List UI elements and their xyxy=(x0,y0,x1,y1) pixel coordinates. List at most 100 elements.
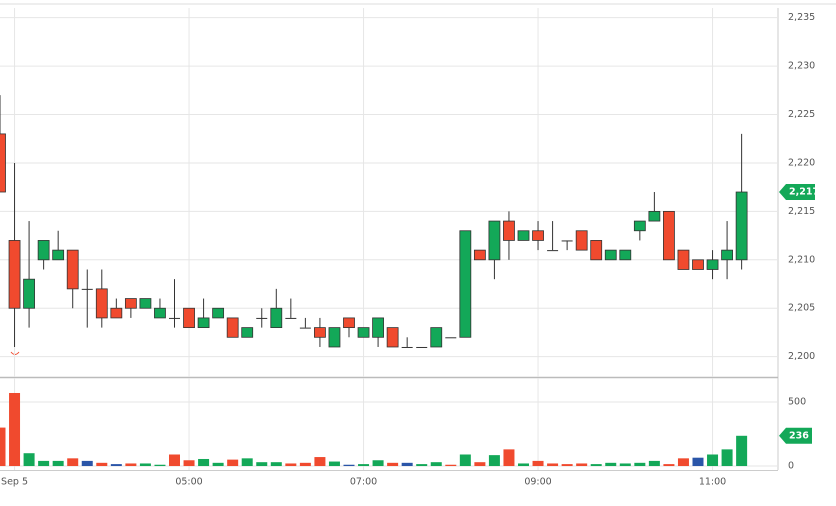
candle-body xyxy=(226,317,239,338)
volume-bar xyxy=(474,462,486,467)
candle-body xyxy=(575,230,588,251)
volume-bar xyxy=(401,462,413,467)
price-tag xyxy=(779,184,815,201)
candle-body xyxy=(328,327,341,348)
candle-body xyxy=(416,346,428,348)
volume-bar xyxy=(547,463,559,467)
candle-body xyxy=(445,337,457,339)
x-tick-label: 05:00 xyxy=(175,477,202,488)
candle-body xyxy=(285,317,297,319)
candle-body xyxy=(473,249,486,261)
volume-tag-label: 236 xyxy=(789,430,809,441)
volume-bar xyxy=(241,458,253,467)
volume-bar xyxy=(169,454,180,467)
volume-bar xyxy=(721,449,733,467)
volume-bar xyxy=(663,464,675,467)
candle-body xyxy=(503,220,515,241)
candle-body xyxy=(532,230,544,241)
volume-bar xyxy=(634,462,646,467)
y-tick-label: 2,215 xyxy=(788,206,815,217)
candle-body xyxy=(547,250,559,252)
candle-body xyxy=(197,317,210,329)
candle-body xyxy=(66,249,79,290)
volume-tick-label: 0 xyxy=(788,461,794,472)
candle-body xyxy=(372,317,384,338)
volume-bar xyxy=(590,464,602,467)
candle-body xyxy=(110,307,123,319)
candle-body xyxy=(8,240,21,309)
candle-body xyxy=(343,317,355,329)
volume-bar xyxy=(387,462,399,467)
candle-body xyxy=(81,288,93,290)
candle-body xyxy=(692,259,704,270)
candle-body xyxy=(256,317,268,319)
candle-body xyxy=(604,249,617,261)
y-tick-label: 2,235 xyxy=(788,12,815,23)
volume-bar xyxy=(459,454,471,467)
candle-body xyxy=(459,230,472,338)
candle-body xyxy=(561,240,573,242)
candle-body xyxy=(430,327,443,348)
volume-bar xyxy=(605,462,617,467)
y-tick-label: 2,210 xyxy=(788,254,815,265)
y-tick-label: 2,200 xyxy=(788,351,815,362)
candle-body xyxy=(154,307,166,319)
volume-bar xyxy=(96,462,108,467)
candle-body xyxy=(139,298,152,309)
candle-body xyxy=(299,327,311,329)
x-tick-label: 09:00 xyxy=(524,477,551,488)
volume-bar xyxy=(81,460,93,467)
candle-body xyxy=(735,191,748,261)
candle-body xyxy=(706,259,719,270)
volume-bar xyxy=(372,460,384,467)
candle-body xyxy=(517,230,530,241)
candle-body xyxy=(23,278,35,309)
candle-body xyxy=(52,249,65,261)
volume-bar xyxy=(139,463,151,467)
volume-bar xyxy=(692,457,704,467)
candle-body xyxy=(663,210,675,261)
volume-bar xyxy=(183,460,195,467)
volume-bar xyxy=(38,460,50,467)
candle-body xyxy=(619,249,632,261)
volume-bar xyxy=(736,435,748,467)
candle-body xyxy=(183,307,195,329)
volume-bar xyxy=(619,463,631,467)
candle-body xyxy=(633,220,646,232)
volume-bar xyxy=(67,458,79,467)
candle-body xyxy=(386,327,399,348)
volume-bar xyxy=(328,461,340,467)
candle-body xyxy=(590,240,603,261)
volume-bar xyxy=(0,427,6,467)
y-tick-label: 2,230 xyxy=(788,61,815,72)
candle-body xyxy=(212,307,225,319)
candle-body xyxy=(401,346,413,348)
volume-bar xyxy=(198,458,210,467)
x-tick-label: 07:00 xyxy=(350,477,377,488)
y-tick-label: 2,220 xyxy=(788,157,815,168)
candle-body xyxy=(270,307,283,329)
candle-body xyxy=(37,240,50,261)
volume-tick-label: 500 xyxy=(788,396,806,407)
candle-body xyxy=(95,288,108,319)
volume-bar xyxy=(518,463,529,467)
volume-bar xyxy=(110,464,122,467)
candle-body xyxy=(169,317,180,319)
volume-bar xyxy=(677,458,689,467)
volume-bar xyxy=(445,464,457,467)
y-tick-label: 2,225 xyxy=(788,109,815,120)
candle-body xyxy=(648,210,661,222)
volume-bar xyxy=(270,462,282,467)
x-tick-label: Sep 5 xyxy=(1,477,28,488)
candle-body xyxy=(357,327,370,338)
volume-bar xyxy=(256,462,268,467)
candle-body xyxy=(314,327,326,338)
volume-bar xyxy=(707,454,719,467)
volume-bar xyxy=(503,449,515,467)
price-tag-label: 2,217 xyxy=(789,187,819,198)
volume-bar xyxy=(430,462,442,467)
candle-body xyxy=(124,298,137,309)
volume-bar xyxy=(358,464,370,467)
y-tick-label: 2,205 xyxy=(788,303,815,314)
